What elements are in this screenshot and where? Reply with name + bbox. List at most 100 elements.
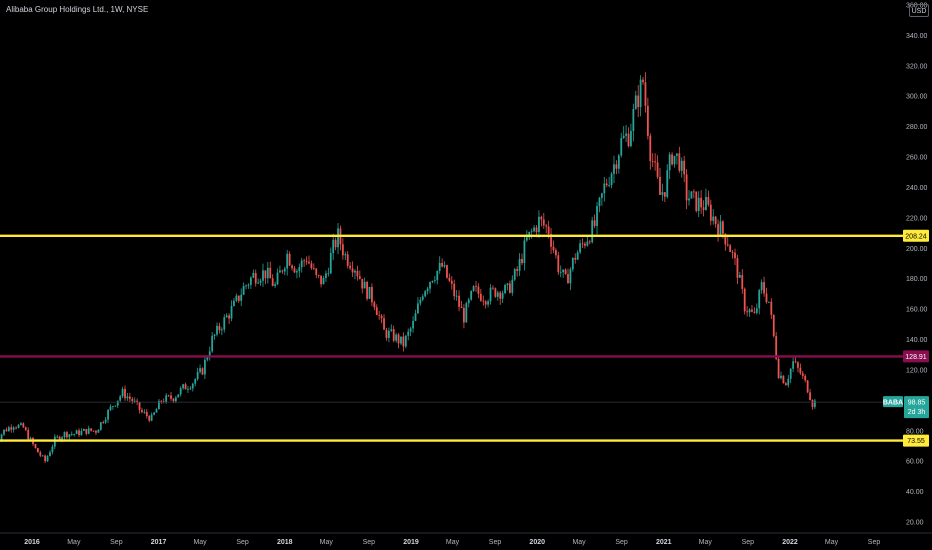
candle-body[interactable] [475,286,477,287]
candle-body[interactable] [787,378,790,386]
candle-body[interactable] [680,160,683,171]
candle-body[interactable] [751,309,753,312]
candle-body[interactable] [208,351,211,358]
candle-body[interactable] [114,405,117,407]
candle-body[interactable] [216,325,218,335]
candle-body[interactable] [540,216,543,220]
candle-body[interactable] [567,274,569,284]
candle-body[interactable] [792,361,795,369]
candle-body[interactable] [630,130,632,147]
candle-body[interactable] [286,253,289,269]
candle-body[interactable] [291,265,293,269]
candle-body[interactable] [351,268,354,273]
candle-body[interactable] [542,219,545,226]
candle-body[interactable] [465,303,468,323]
candle-body[interactable] [29,437,32,440]
candle-body[interactable] [494,288,497,297]
candle-body[interactable] [712,216,715,221]
candle-body[interactable] [441,263,444,267]
candle-body[interactable] [646,105,649,136]
candle-body[interactable] [245,285,247,287]
candle-body[interactable] [460,306,463,309]
candle-body[interactable] [78,430,80,436]
candle-body[interactable] [177,394,180,398]
candle-body[interactable] [20,423,22,425]
candle-body[interactable] [482,300,485,302]
candle-body[interactable] [237,295,240,301]
candle-body[interactable] [179,388,182,395]
candle-body[interactable] [550,234,552,247]
candle-body[interactable] [433,280,436,282]
candle-body[interactable] [605,183,608,186]
candle-body[interactable] [12,427,15,430]
candle-body[interactable] [421,296,424,300]
candle-body[interactable] [586,241,589,246]
candle-body[interactable] [424,291,427,297]
candle-body[interactable] [0,434,3,440]
candle-body[interactable] [170,395,172,399]
candle-body[interactable] [327,273,330,275]
candle-body[interactable] [199,368,201,372]
candle-body[interactable] [75,430,78,435]
candle-body[interactable] [417,303,419,314]
candle-body[interactable] [46,456,49,462]
candle-body[interactable] [569,269,572,284]
candle-body[interactable] [620,138,623,156]
candle-body[interactable] [734,252,736,259]
candle-body[interactable] [73,434,76,435]
candle-body[interactable] [627,133,630,147]
candle-body[interactable] [690,191,693,199]
candle-body[interactable] [390,329,393,331]
candle-body[interactable] [378,315,381,316]
candle-body[interactable] [692,191,695,193]
candle-body[interactable] [51,446,54,453]
candle-body[interactable] [613,164,615,174]
candle-body[interactable] [24,427,27,431]
candle-body[interactable] [346,254,349,266]
candle-body[interactable] [361,278,364,289]
candle-body[interactable] [758,290,761,309]
candle-body[interactable] [797,362,799,368]
candle-body[interactable] [547,226,550,235]
candle-body[interactable] [719,221,722,236]
candle-body[interactable] [344,254,347,256]
candle-body[interactable] [363,281,366,289]
candle-body[interactable] [811,400,814,407]
candle-body[interactable] [165,395,168,403]
candle-body[interactable] [90,428,93,431]
candle-body[interactable] [112,406,114,407]
candle-body[interactable] [419,299,422,304]
candle-body[interactable] [257,282,260,284]
candle-body[interactable] [34,444,37,449]
candle-body[interactable] [172,398,175,402]
candle-body[interactable] [395,334,398,341]
candle-body[interactable] [305,261,308,262]
candle-body[interactable] [576,252,579,260]
candle-body[interactable] [317,274,320,276]
candle-body[interactable] [3,429,5,435]
candle-body[interactable] [407,331,410,336]
candle-body[interactable] [56,436,59,438]
candle-body[interactable] [259,280,262,283]
candle-body[interactable] [375,307,378,316]
candle-body[interactable] [538,216,540,232]
candle-body[interactable] [794,361,797,363]
candle-body[interactable] [487,301,490,305]
candle-body[interactable] [673,155,676,165]
candle-body[interactable] [254,272,257,284]
candle-body[interactable] [36,448,39,453]
candle-body[interactable] [49,452,51,457]
candle-body[interactable] [429,282,431,289]
candle-body[interactable] [707,196,710,205]
candle-body[interactable] [356,270,359,277]
candle-body[interactable] [409,328,412,332]
candle-body[interactable] [651,161,654,162]
candle-body[interactable] [436,270,439,281]
candle-body[interactable] [10,427,13,430]
candle-body[interactable] [671,154,673,165]
candle-body[interactable] [397,334,400,344]
candle-body[interactable] [661,192,664,195]
candle-body[interactable] [206,357,209,360]
candle-body[interactable] [380,315,383,319]
